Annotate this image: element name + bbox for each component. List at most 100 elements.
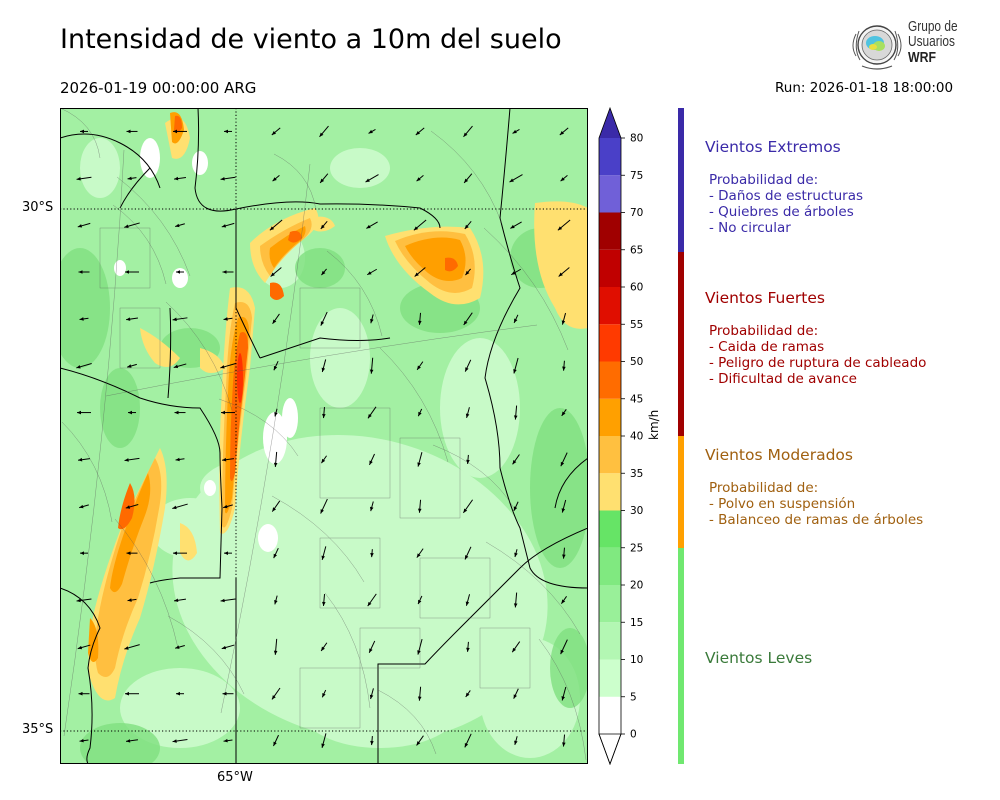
- calm-area: [114, 260, 126, 276]
- wind-arrow: [125, 739, 139, 743]
- colorbar-tick-label: 10: [630, 654, 643, 666]
- wind-arrow: [513, 314, 519, 324]
- moderate-wind-area: [295, 248, 345, 288]
- light-wind-area: [330, 148, 390, 188]
- category-item: - Dificultad de avance: [709, 371, 857, 387]
- wind-arrow: [273, 360, 279, 371]
- strong-wind-area: [534, 201, 588, 329]
- wind-arrow: [223, 738, 233, 743]
- wind-arrow: [368, 128, 376, 134]
- category-heading: Probabilidad de:: [709, 323, 819, 339]
- wind-arrow: [463, 173, 473, 184]
- wind-arrow: [512, 128, 520, 134]
- wind-map: [60, 108, 588, 764]
- wind-arrow: [366, 268, 378, 276]
- wind-arrow: [78, 691, 90, 696]
- wind-arrow: [173, 363, 187, 369]
- wind-arrow: [220, 176, 236, 181]
- wind-arrow: [513, 357, 519, 374]
- wind-arrow: [79, 738, 89, 743]
- colorbar-tick-label: 45: [630, 393, 643, 405]
- category-bar: [678, 436, 684, 548]
- colorbar-segment: [599, 659, 621, 697]
- wind-arrow: [417, 452, 423, 467]
- wind-arrow: [561, 409, 567, 417]
- wind-arrow: [320, 311, 328, 326]
- wind-arrow: [321, 733, 327, 748]
- wind-arrow: [270, 267, 282, 277]
- category-item: - Quiebres de árboles: [709, 204, 854, 220]
- wind-arrow: [175, 644, 185, 649]
- category-title: Vientos Extremos: [705, 138, 841, 156]
- wind-arrow: [124, 644, 140, 650]
- wind-arrow: [273, 734, 279, 747]
- wind-arrow: [560, 639, 568, 655]
- colorbar-tick-label: 0: [630, 729, 637, 741]
- colorbar-tick-label: 25: [630, 542, 643, 554]
- wind-arrow: [465, 268, 471, 276]
- wind-arrow: [223, 317, 233, 321]
- wind-arrow: [557, 219, 571, 231]
- wind-arrow: [80, 551, 88, 555]
- colorbar-segment: [599, 212, 621, 250]
- wind-arrow: [320, 220, 328, 230]
- category-description: Probabilidad de: - Caida de ramas - Peligr…: [709, 323, 926, 387]
- wind-arrow: [273, 451, 278, 467]
- wind-arrow: [271, 500, 281, 512]
- wind-arrow: [369, 357, 374, 374]
- wind-field: [60, 112, 588, 764]
- map-title: Intensidad de viento a 10m del suelo: [60, 24, 562, 55]
- wind-arrow: [172, 317, 188, 322]
- wind-arrow: [220, 598, 236, 603]
- category-item: - Daños de estructuras: [709, 188, 864, 204]
- wind-arrow: [77, 410, 91, 415]
- wind-arrow: [562, 360, 566, 371]
- wind-arrow: [514, 549, 518, 558]
- wind-arrow: [562, 734, 566, 747]
- wind-arrow: [464, 220, 472, 230]
- category-heading: Probabilidad de:: [709, 480, 819, 496]
- wind-arrow: [321, 546, 327, 561]
- category-description: Probabilidad de: - Daños de estructuras - …: [709, 172, 863, 236]
- strong-wind-area: [110, 473, 151, 593]
- wind-arrow: [320, 498, 328, 514]
- colorbar-segment: [599, 436, 621, 474]
- wind-arrow: [417, 639, 423, 655]
- category-item: - No circular: [709, 220, 791, 236]
- wind-arrow: [76, 598, 92, 603]
- wind-arrow: [173, 129, 187, 134]
- category-bar: [678, 108, 684, 252]
- wind-arrow: [175, 457, 185, 462]
- wind-arrow: [271, 687, 281, 700]
- wind-arrow: [221, 222, 235, 228]
- colorbar-tick-label: 20: [630, 580, 643, 592]
- wind-arrow: [172, 503, 188, 510]
- wind-arrow: [222, 691, 234, 696]
- wind-arrow: [415, 127, 425, 136]
- colorbar-tick-label: 60: [630, 282, 643, 294]
- wind-arrow: [463, 499, 473, 514]
- wind-arrow: [321, 455, 327, 464]
- wind-arrow: [418, 312, 422, 325]
- wind-arrow: [561, 312, 567, 325]
- moderate-wind-area: [550, 628, 588, 708]
- light-wind-area: [120, 668, 240, 748]
- wind-arrow: [269, 219, 283, 231]
- category-heading: Probabilidad de:: [709, 172, 819, 188]
- wind-arrow: [370, 549, 374, 558]
- category-item: - Caida de ramas: [709, 339, 825, 355]
- wind-arrow: [173, 551, 187, 555]
- wind-arrow: [369, 688, 374, 700]
- wind-arrow: [513, 405, 518, 420]
- colorbar-segment: [599, 585, 621, 623]
- wind-arrow: [464, 733, 472, 748]
- colorbar-segment: [599, 622, 621, 660]
- wind-arrow: [417, 595, 423, 605]
- wind-arrow: [370, 314, 374, 324]
- wind-arrow: [174, 410, 186, 415]
- wind-arrow: [463, 312, 473, 326]
- wind-arrow: [272, 175, 280, 182]
- wind-arrow: [220, 363, 236, 369]
- colorbar-over-extension: [599, 108, 621, 138]
- wind-arrow: [512, 454, 520, 465]
